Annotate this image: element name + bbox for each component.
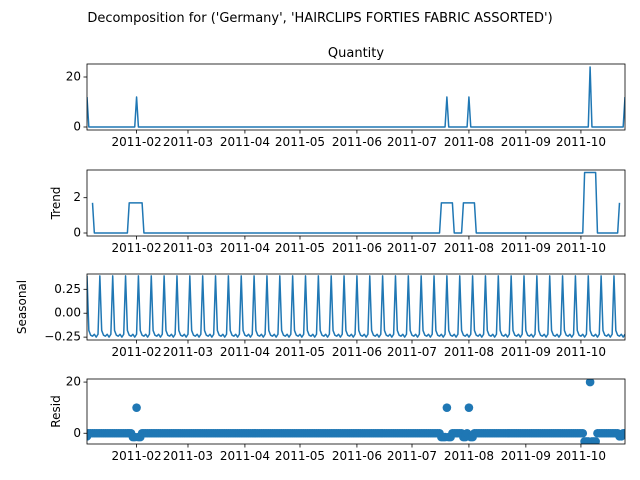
x-tick-label: 2011-07 — [387, 241, 437, 255]
y-tick-label: 0.00 — [54, 306, 81, 320]
y-tick-label: 0 — [73, 120, 81, 134]
y-tick-label: −0.25 — [44, 330, 81, 344]
resid-point — [132, 403, 141, 412]
panel-resid: 0 20 2011-02 2011-03 2011-04 2011-05 2011-06 20… — [49, 375, 626, 463]
panel-data-observed — [87, 66, 625, 128]
seasonal-line — [87, 275, 625, 338]
y-axis-label: Resid — [49, 395, 63, 427]
x-tick-label: 2011-05 — [275, 345, 325, 359]
x-tick-label: 2011-07 — [387, 449, 437, 463]
y-tick-label: 0 — [73, 226, 81, 240]
resid-point — [585, 379, 595, 387]
x-tick-label: 2011-07 — [387, 345, 437, 359]
x-tick-label: 2011-06 — [332, 241, 382, 255]
x-tick-label: 2011-05 — [275, 449, 325, 463]
x-tick-label: 2011-02 — [112, 345, 162, 359]
panel-data-resid — [87, 379, 625, 444]
y-tick-label: 20 — [66, 375, 81, 389]
x-tick-label: 2011-05 — [275, 241, 325, 255]
x-tick-label: 2011-09 — [501, 449, 551, 463]
figure-title: Decomposition for ('Germany', 'HAIRCLIPS… — [87, 11, 552, 26]
x-tick-label: 2011-02 — [112, 241, 162, 255]
x-tick-label: 2011-06 — [332, 449, 382, 463]
x-tick-label: 2011-04 — [220, 241, 270, 255]
x-tick-label: 2011-07 — [387, 135, 437, 149]
x-tick-label: 2011-04 — [220, 449, 270, 463]
x-tick-label: 2011-10 — [556, 449, 606, 463]
x-tick-label: 2011-02 — [112, 135, 162, 149]
resid-point — [578, 428, 588, 438]
panel-frame — [86, 273, 626, 341]
quantity-line — [87, 66, 625, 128]
y-axis-label: Trend — [49, 187, 63, 221]
x-tick-label: 2011-03 — [163, 241, 213, 255]
y-tick-label: 0 — [73, 426, 81, 440]
x-tick-label: 2011-06 — [332, 345, 382, 359]
y-axis-label: Seasonal — [15, 280, 29, 334]
x-tick-label: 2011-10 — [556, 135, 606, 149]
x-tick-label: 2011-10 — [556, 345, 606, 359]
resid-point — [591, 437, 600, 444]
x-tick-label: 2011-09 — [501, 135, 551, 149]
x-tick-label: 2011-09 — [501, 345, 551, 359]
x-tick-label: 2011-03 — [163, 345, 213, 359]
panel-frame — [86, 378, 626, 445]
trend-line — [91, 171, 621, 234]
panel-title: Quantity — [328, 46, 384, 61]
x-tick-label: 2011-03 — [163, 135, 213, 149]
x-tick-label: 2011-02 — [112, 449, 162, 463]
resid-point — [442, 403, 452, 412]
x-tick-label: 2011-08 — [444, 449, 494, 463]
panel-seasonal: 0.25 0.00 −0.25 2011-02 2011-03 2011-04 2011-0… — [15, 273, 626, 359]
x-tick-label: 2011-03 — [163, 449, 213, 463]
x-tick-label: 2011-10 — [556, 241, 606, 255]
y-tick-label: 0.25 — [54, 282, 81, 296]
panel-trend: 0 2 2011-02 2011-03 2011-04 2011-05 2011-06 201… — [49, 169, 626, 255]
x-tick-label: 2011-08 — [444, 345, 494, 359]
x-tick-label: 2011-04 — [220, 345, 270, 359]
x-tick-label: 2011-08 — [444, 135, 494, 149]
resid-point — [464, 403, 474, 412]
y-tick-label: 20 — [66, 70, 81, 84]
x-tick-label: 2011-04 — [220, 135, 270, 149]
panel-data-trend — [91, 171, 621, 234]
panel-frame — [86, 63, 626, 131]
x-tick-label: 2011-08 — [444, 241, 494, 255]
x-tick-label: 2011-05 — [275, 135, 325, 149]
resid-point — [620, 428, 625, 438]
panel-frame — [86, 169, 626, 237]
x-tick-label: 2011-09 — [501, 241, 551, 255]
y-tick-label: 2 — [73, 190, 81, 204]
x-tick-label: 2011-06 — [332, 135, 382, 149]
panel-observed: 0 20 2011-02 2011-03 2011-04 2011-05 2011-06 20… — [66, 46, 626, 149]
panel-data-seasonal — [87, 275, 625, 338]
